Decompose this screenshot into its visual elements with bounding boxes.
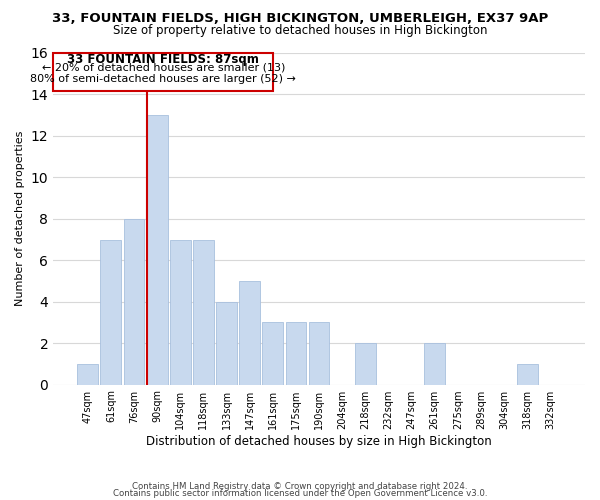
Bar: [124, 219, 145, 384]
Y-axis label: Number of detached properties: Number of detached properties: [15, 131, 25, 306]
Bar: [517, 364, 538, 384]
Bar: [355, 343, 376, 384]
X-axis label: Distribution of detached houses by size in High Bickington: Distribution of detached houses by size …: [146, 434, 492, 448]
Bar: [216, 302, 237, 384]
Text: 33, FOUNTAIN FIELDS, HIGH BICKINGTON, UMBERLEIGH, EX37 9AP: 33, FOUNTAIN FIELDS, HIGH BICKINGTON, UM…: [52, 12, 548, 26]
Text: Contains public sector information licensed under the Open Government Licence v3: Contains public sector information licen…: [113, 490, 487, 498]
Text: 80% of semi-detached houses are larger (52) →: 80% of semi-detached houses are larger (…: [31, 74, 296, 84]
Text: ← 20% of detached houses are smaller (13): ← 20% of detached houses are smaller (13…: [41, 62, 285, 72]
Bar: [77, 364, 98, 384]
Text: Size of property relative to detached houses in High Bickington: Size of property relative to detached ho…: [113, 24, 487, 37]
Bar: [170, 240, 191, 384]
Bar: [286, 322, 307, 384]
Bar: [147, 115, 167, 384]
FancyBboxPatch shape: [53, 53, 274, 92]
Bar: [308, 322, 329, 384]
Bar: [262, 322, 283, 384]
Text: 33 FOUNTAIN FIELDS: 87sqm: 33 FOUNTAIN FIELDS: 87sqm: [67, 52, 259, 66]
Bar: [239, 281, 260, 384]
Bar: [193, 240, 214, 384]
Bar: [424, 343, 445, 384]
Text: Contains HM Land Registry data © Crown copyright and database right 2024.: Contains HM Land Registry data © Crown c…: [132, 482, 468, 491]
Bar: [100, 240, 121, 384]
